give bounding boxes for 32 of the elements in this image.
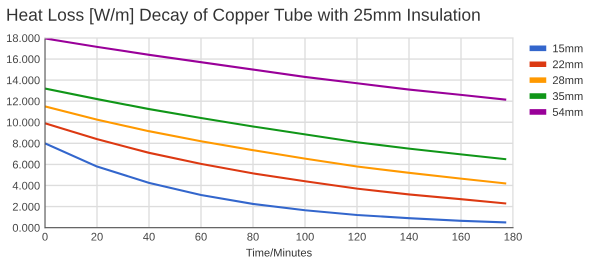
- chart-title: Heat Loss [W/m] Decay of Copper Tube with 25mm Insulation: [7, 8, 480, 24]
- y-tick-label: 10.000: [7, 118, 40, 126]
- x-axis-title: Time/Minutes: [246, 248, 312, 257]
- legend-label: 22mm: [552, 60, 582, 68]
- y-tick-label: 2.000: [12, 202, 40, 211]
- legend-label: 15mm: [553, 44, 582, 52]
- legend-label: 28mm: [552, 76, 582, 84]
- x-tick-label: 0: [42, 232, 48, 241]
- y-tick-label: 8.000: [12, 140, 40, 148]
- y-tick-label: 16.000: [7, 55, 40, 64]
- y-tick-label: 14.000: [7, 76, 40, 84]
- x-tick-label: 40: [143, 232, 155, 241]
- line-series: [45, 38, 506, 101]
- x-tick-label: 60: [195, 232, 207, 241]
- legend-label: 35mm: [552, 92, 582, 100]
- x-tick-label: 120: [348, 232, 366, 241]
- legend-label: 54mm: [552, 108, 582, 116]
- line-series: [45, 122, 506, 204]
- line-series: [45, 105, 506, 184]
- y-tick-label: 4.000: [12, 182, 40, 190]
- x-tick-label: 140: [400, 232, 418, 241]
- y-tick-label: 0.000: [12, 224, 40, 232]
- x-tick-label: 160: [452, 232, 470, 241]
- y-tick-label: 12.000: [7, 97, 40, 106]
- y-tick-label: 6.000: [12, 160, 40, 169]
- x-tick-label: 100: [296, 232, 314, 241]
- line-series: [45, 142, 506, 224]
- y-tick-label: 18.000: [7, 34, 40, 42]
- x-tick-label: 180: [504, 232, 522, 241]
- line-series: [45, 87, 506, 160]
- x-tick-label: 20: [91, 232, 103, 241]
- x-tick-label: 80: [247, 232, 259, 241]
